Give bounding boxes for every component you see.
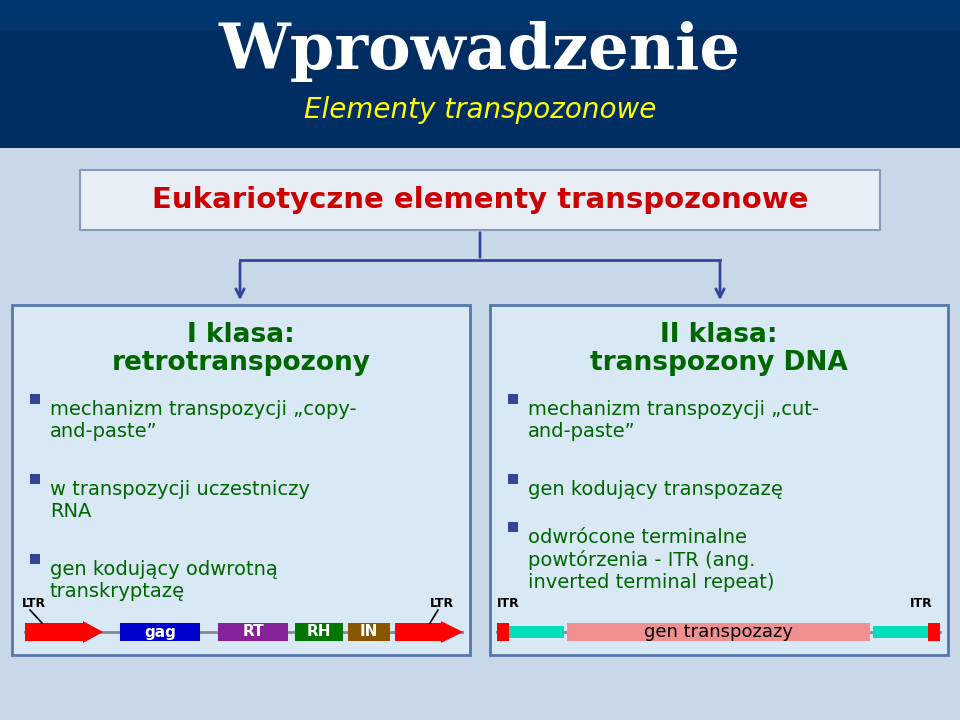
Text: IN: IN [360, 624, 378, 639]
Text: LTR: LTR [430, 597, 454, 610]
Text: gen kodujący transpozazę: gen kodujący transpozazę [528, 480, 782, 499]
FancyArrow shape [395, 621, 463, 643]
Text: Elementy transpozonowe: Elementy transpozonowe [303, 96, 657, 124]
Bar [0, 0, 960, 148]
Text: retrotranspozony: retrotranspozony [111, 350, 371, 376]
Bar [873, 626, 928, 638]
Bar [30, 394, 40, 404]
Bar [508, 474, 518, 484]
Bar [120, 623, 200, 641]
Text: ITR: ITR [910, 597, 933, 610]
Bar [567, 623, 870, 641]
Text: gen kodujący odwrotną
transkryptazę: gen kodujący odwrotną transkryptazę [50, 560, 277, 601]
Bar [509, 626, 564, 638]
Bar [508, 394, 518, 404]
Text: RH: RH [307, 624, 331, 639]
Text: w transpozycji uczestniczy
RNA: w transpozycji uczestniczy RNA [50, 480, 310, 521]
FancyArrow shape [25, 621, 103, 643]
Bar [0, 148, 960, 720]
Text: ITR: ITR [497, 597, 519, 610]
Bar [497, 623, 509, 641]
Text: II klasa:: II klasa: [660, 322, 778, 348]
Bar [348, 623, 390, 641]
FancyBboxPatch shape [12, 305, 470, 655]
FancyBboxPatch shape [80, 170, 880, 230]
Text: transpozony DNA: transpozony DNA [590, 350, 848, 376]
Bar [295, 623, 343, 641]
Bar [218, 623, 288, 641]
Bar [928, 623, 940, 641]
Text: RT: RT [242, 624, 264, 639]
Text: mechanizm transpozycji „cut-
and-paste”: mechanizm transpozycji „cut- and-paste” [528, 400, 819, 441]
Text: Wprowadzenie: Wprowadzenie [219, 22, 741, 83]
FancyBboxPatch shape [490, 305, 948, 655]
Text: LTR: LTR [22, 597, 46, 610]
Bar [30, 554, 40, 564]
Bar [0, 0, 960, 30]
Text: mechanizm transpozycji „copy-
and-paste”: mechanizm transpozycji „copy- and-paste” [50, 400, 356, 441]
Text: Eukariotyczne elementy transpozonowe: Eukariotyczne elementy transpozonowe [152, 186, 808, 214]
Text: gen transpozazy: gen transpozazy [644, 623, 793, 641]
Text: I klasa:: I klasa: [187, 322, 295, 348]
Text: odwrócone terminalne
powtórzenia - ITR (ang.
inverted terminal repeat): odwrócone terminalne powtórzenia - ITR (… [528, 528, 775, 592]
Text: gag: gag [144, 624, 176, 639]
Bar [508, 522, 518, 532]
Bar [30, 474, 40, 484]
